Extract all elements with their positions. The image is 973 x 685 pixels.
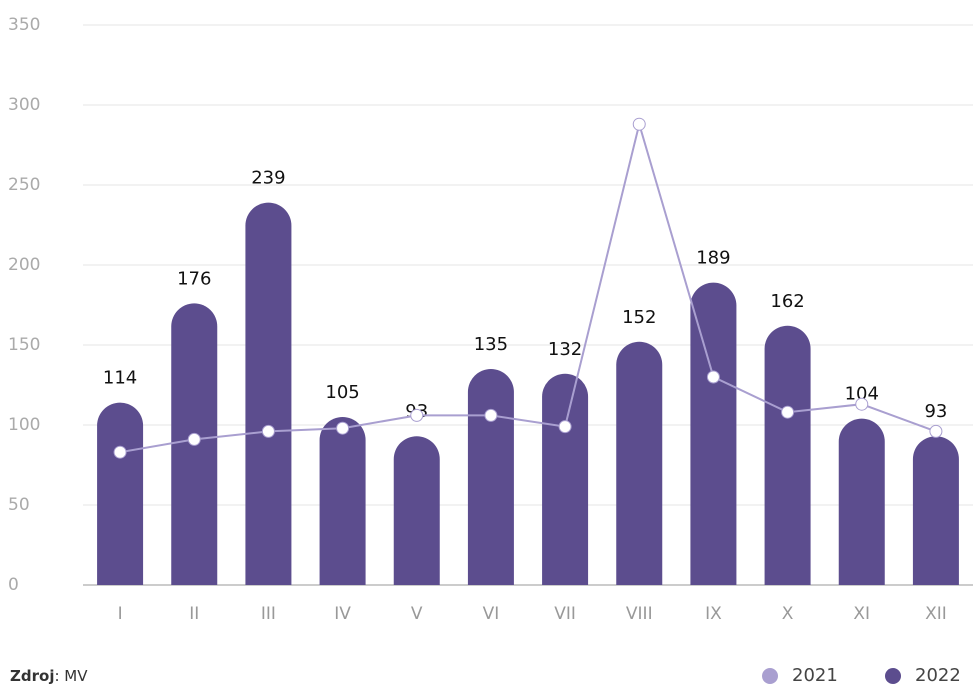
x-tick-label: IX bbox=[705, 604, 722, 624]
legend-label: 2022 bbox=[915, 665, 961, 685]
source-value: : MV bbox=[54, 667, 88, 685]
line-point bbox=[632, 117, 646, 131]
bar bbox=[616, 341, 663, 585]
x-tick-label: III bbox=[261, 604, 276, 624]
line-point bbox=[261, 424, 275, 438]
line-point bbox=[558, 420, 572, 434]
y-tick-label: 100 bbox=[8, 415, 40, 435]
source: Zdroj: MV bbox=[10, 667, 88, 685]
line-point bbox=[929, 424, 943, 438]
bar bbox=[245, 202, 292, 585]
y-tick-label: 250 bbox=[8, 175, 40, 195]
data-label: 135 bbox=[474, 334, 508, 355]
line-point bbox=[484, 408, 498, 422]
data-label: 239 bbox=[251, 168, 285, 189]
line-point bbox=[706, 370, 720, 384]
x-tick-label: V bbox=[411, 604, 423, 624]
data-label: 162 bbox=[770, 291, 804, 312]
y-tick-label: 150 bbox=[8, 335, 40, 355]
bar bbox=[393, 436, 440, 585]
line-point bbox=[855, 397, 869, 411]
bar bbox=[690, 282, 737, 585]
data-label: 189 bbox=[696, 248, 730, 269]
data-label: 93 bbox=[924, 401, 947, 422]
data-label: 114 bbox=[103, 368, 137, 389]
line-point bbox=[410, 408, 424, 422]
bar bbox=[838, 418, 885, 585]
x-tick-label: XII bbox=[925, 604, 947, 624]
bar bbox=[319, 417, 366, 585]
bar bbox=[542, 373, 589, 585]
y-tick-label: 200 bbox=[8, 255, 40, 275]
y-tick-label: 0 bbox=[8, 575, 19, 595]
bar bbox=[912, 436, 959, 585]
y-tick-label: 50 bbox=[8, 495, 30, 515]
x-tick-label: VII bbox=[554, 604, 576, 624]
source-label: Zdroj bbox=[10, 667, 54, 685]
legend-label: 2021 bbox=[792, 665, 838, 685]
x-tick-label: VI bbox=[483, 604, 500, 624]
data-label: 104 bbox=[845, 384, 879, 405]
bar bbox=[467, 368, 514, 585]
data-label: 152 bbox=[622, 307, 656, 328]
bar bbox=[764, 325, 811, 585]
x-tick-label: I bbox=[118, 604, 123, 624]
line bbox=[119, 120, 937, 454]
line-point bbox=[113, 445, 127, 459]
x-tick-label: IV bbox=[334, 604, 351, 624]
line-point bbox=[336, 421, 350, 435]
x-tick-label: X bbox=[782, 604, 794, 624]
data-label: 105 bbox=[325, 382, 359, 403]
bar bbox=[97, 402, 144, 585]
x-tick-label: XI bbox=[853, 604, 870, 624]
line-point bbox=[187, 432, 201, 446]
y-tick-label: 300 bbox=[8, 95, 40, 115]
data-label: 132 bbox=[548, 339, 582, 360]
legend-swatch bbox=[885, 668, 901, 684]
y-tick-label: 350 bbox=[8, 15, 40, 35]
data-label: 176 bbox=[177, 268, 211, 289]
line-point bbox=[781, 405, 795, 419]
legend-swatch bbox=[762, 668, 778, 684]
x-tick-label: VIII bbox=[626, 604, 653, 624]
x-tick-label: II bbox=[189, 604, 199, 624]
